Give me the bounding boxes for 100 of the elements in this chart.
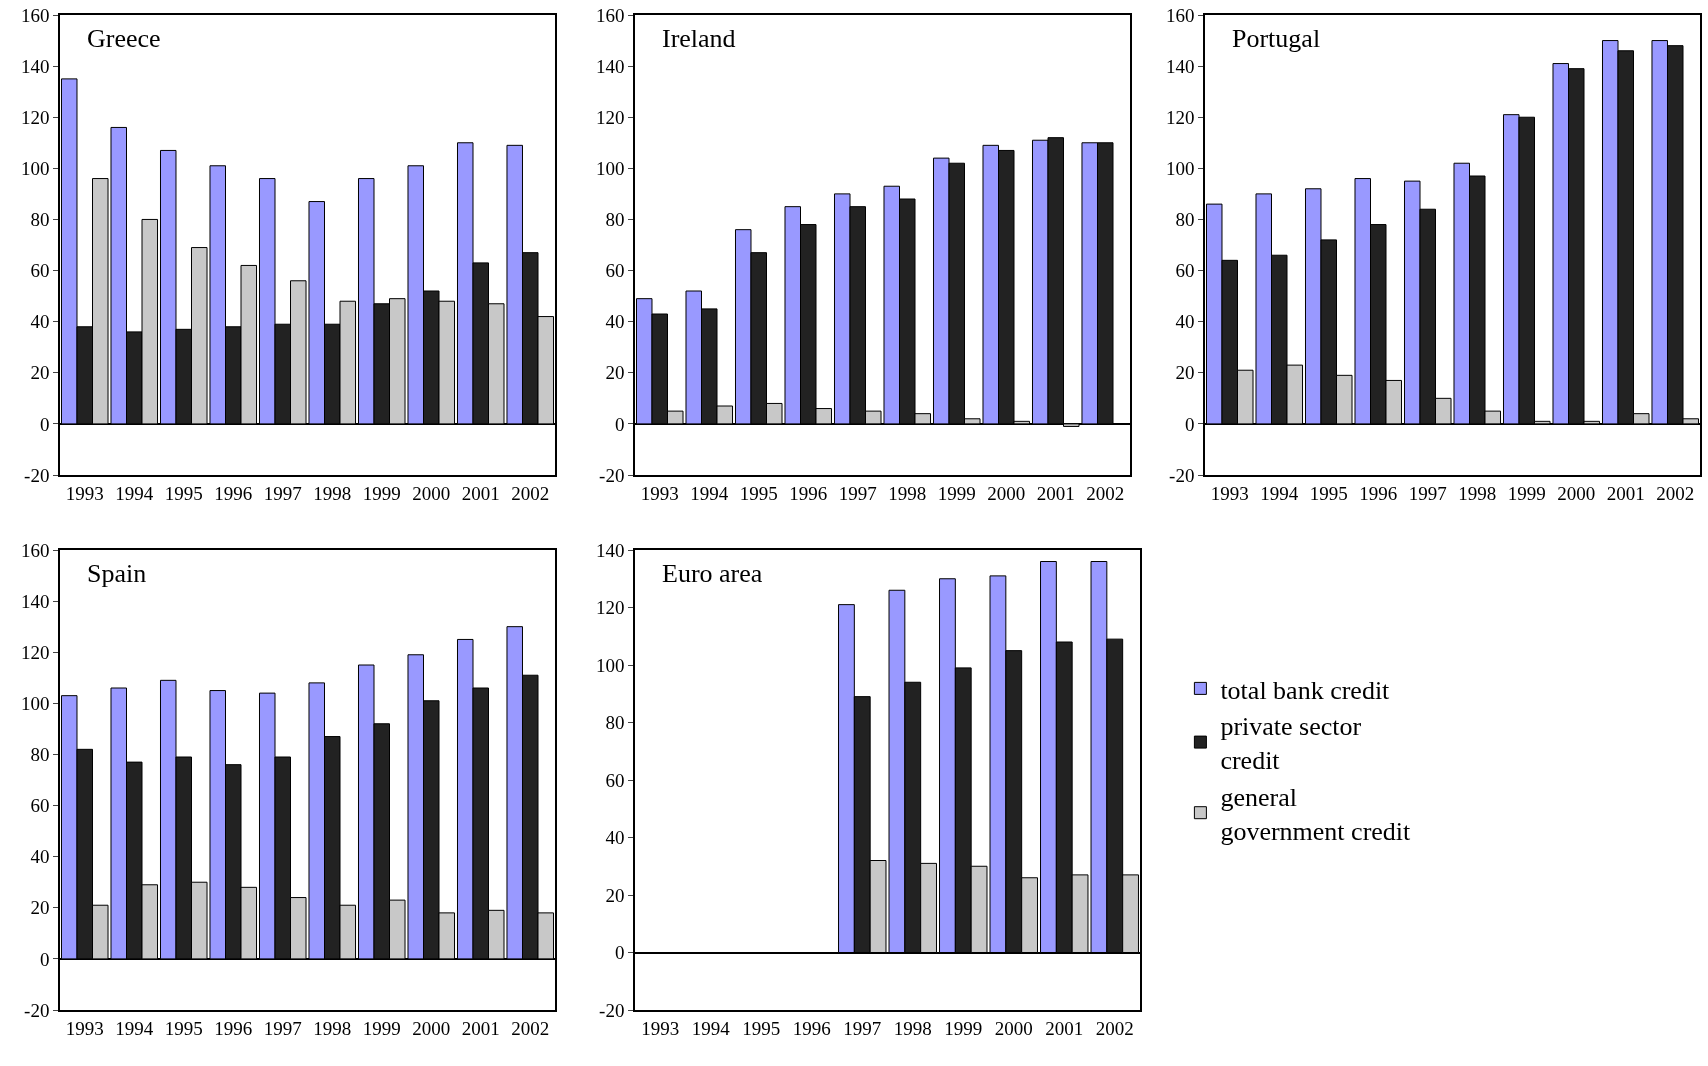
y-tick-label: 120	[20, 106, 50, 128]
y-tick-label: 160	[20, 4, 50, 26]
y-tick-label: 40	[605, 827, 625, 849]
x-tick-label: 2001	[1606, 482, 1645, 504]
y-tick-label: 100	[20, 692, 50, 714]
y-tick-label: 140	[595, 55, 625, 77]
x-tick-label: 1994	[690, 482, 729, 504]
y-tick-label: 40	[1175, 311, 1195, 333]
x-tick-label: 1998	[313, 1017, 352, 1039]
y-tick-label: 60	[1175, 260, 1195, 282]
y-tick-label: -20	[599, 464, 625, 486]
x-tick-label: 1994	[691, 1017, 731, 1039]
y-tick-label: 80	[30, 744, 50, 766]
x-tick-label: 1993	[640, 482, 679, 504]
x-tick-label: 1997	[263, 482, 302, 504]
legend-label: total bank credit	[1220, 675, 1391, 705]
y-tick-label: -20	[24, 999, 50, 1021]
y-tick-label: 160	[595, 4, 625, 26]
y-tick-label: 140	[1165, 55, 1195, 77]
x-tick-label: 1994	[115, 482, 154, 504]
y-tick-label: 120	[595, 106, 625, 128]
y-tick-label: 40	[30, 846, 50, 868]
y-tick-label: 140	[20, 590, 50, 612]
x-tick-label: 2000	[1557, 482, 1596, 504]
x-tick-label: 2001	[1045, 1017, 1084, 1039]
x-tick-label: 1995	[164, 482, 203, 504]
x-tick-label: 2002	[1656, 482, 1695, 504]
y-tick-label: 0	[39, 413, 50, 435]
y-tick-label: 120	[1165, 106, 1195, 128]
x-tick-label: 1999	[937, 482, 976, 504]
y-tick-label: 20	[30, 362, 50, 384]
y-tick-label: 0	[614, 942, 625, 964]
x-tick-label: 1993	[65, 482, 104, 504]
chart-title: Greece	[87, 24, 161, 53]
x-tick-label: 1998	[888, 482, 927, 504]
x-tick-label: 1997	[263, 1017, 302, 1039]
y-tick-label: 120	[595, 597, 625, 619]
y-tick-label: 160	[20, 539, 50, 561]
x-tick-label: 1995	[739, 482, 778, 504]
y-tick-label: 0	[39, 948, 50, 970]
y-tick-label: 60	[605, 260, 625, 282]
x-tick-label: 1994	[115, 1017, 154, 1039]
y-tick-label: 20	[605, 362, 625, 384]
x-tick-label: 2000	[412, 1017, 451, 1039]
x-tick-label: 1994	[1260, 482, 1299, 504]
y-tick-label: -20	[1169, 464, 1195, 486]
x-tick-label: 1993	[641, 1017, 680, 1039]
x-tick-label: 2002	[1095, 1017, 1134, 1039]
y-tick-label: 140	[595, 539, 625, 561]
x-tick-label: 1998	[1458, 482, 1497, 504]
y-tick-label: 160	[1165, 4, 1195, 26]
y-tick-label: 100	[20, 157, 50, 179]
y-tick-label: 80	[605, 712, 625, 734]
x-tick-label: 2001	[461, 1017, 500, 1039]
x-tick-label: 2002	[511, 482, 550, 504]
x-tick-label: 1998	[893, 1017, 932, 1039]
legend-label: general government credit	[1220, 782, 1412, 846]
y-tick-label: 80	[1175, 209, 1195, 231]
x-tick-label: 1997	[838, 482, 877, 504]
y-tick-label: 0	[614, 413, 625, 435]
x-tick-label: 2001	[1036, 482, 1075, 504]
x-tick-label: 1999	[944, 1017, 983, 1039]
x-tick-label: 1993	[1210, 482, 1249, 504]
x-tick-label: 2002	[1086, 482, 1125, 504]
y-tick-label: 140	[20, 55, 50, 77]
x-tick-label: 1996	[1359, 482, 1398, 504]
x-tick-label: 1997	[1408, 482, 1447, 504]
y-tick-label: 100	[595, 157, 625, 179]
x-tick-label: 1995	[1309, 482, 1348, 504]
chart-title: Euro area	[662, 559, 763, 588]
y-tick-label: 0	[1184, 413, 1195, 435]
x-tick-label: 1997	[843, 1017, 882, 1039]
x-tick-label: 1999	[362, 482, 401, 504]
x-tick-label: 1998	[313, 482, 352, 504]
chart-title: Ireland	[662, 24, 736, 53]
x-tick-label: 1995	[164, 1017, 203, 1039]
x-tick-label: 1993	[65, 1017, 104, 1039]
x-tick-label: 2000	[987, 482, 1026, 504]
x-tick-label: 1999	[362, 1017, 401, 1039]
y-tick-label: 20	[30, 897, 50, 919]
x-tick-label: 1999	[1507, 482, 1546, 504]
y-tick-label: 60	[30, 260, 50, 282]
x-tick-label: 2000	[412, 482, 451, 504]
chart-title: Spain	[87, 559, 147, 588]
y-tick-label: 100	[595, 654, 625, 676]
y-tick-label: 60	[605, 769, 625, 791]
x-tick-label: 1996	[214, 1017, 253, 1039]
x-tick-label: 2000	[994, 1017, 1033, 1039]
x-tick-label: 1995	[742, 1017, 781, 1039]
y-tick-label: 80	[30, 209, 50, 231]
x-tick-label: 1996	[214, 482, 253, 504]
y-tick-label: 20	[1175, 362, 1195, 384]
y-tick-label: 60	[30, 795, 50, 817]
x-tick-label: 2002	[511, 1017, 550, 1039]
chart-title: Portugal	[1232, 24, 1321, 53]
x-tick-label: 1996	[792, 1017, 831, 1039]
y-tick-label: 40	[30, 311, 50, 333]
x-tick-label: 1996	[789, 482, 828, 504]
y-tick-label: 100	[1165, 157, 1195, 179]
x-tick-label: 2001	[461, 482, 500, 504]
